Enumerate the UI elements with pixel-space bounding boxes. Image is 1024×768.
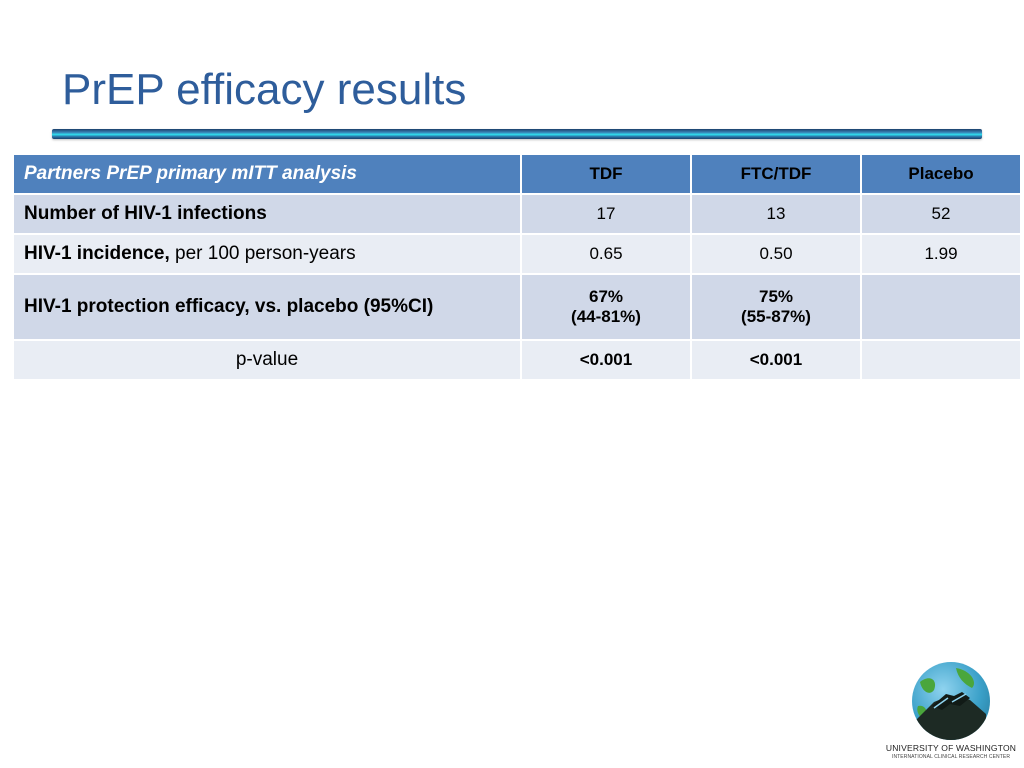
cell-tdf-efficacy: 67% (44-81%) <box>520 273 692 341</box>
row-label-pvalue: p-value <box>12 339 522 381</box>
cell-tdf-infections: 17 <box>520 193 692 235</box>
cell-tdf-incidence: 0.65 <box>520 233 692 275</box>
cell-placebo-incidence: 1.99 <box>860 233 1022 275</box>
slide-title: PrEP efficacy results <box>62 65 467 114</box>
table-row: HIV-1 incidence, per 100 person-years 0.… <box>12 233 1022 275</box>
row-label-infections: Number of HIV-1 infections <box>12 193 522 235</box>
incidence-label-bold: HIV-1 incidence, <box>24 243 170 264</box>
table-row: Number of HIV-1 infections 17 13 52 <box>12 193 1022 235</box>
title-divider <box>52 129 982 139</box>
tdf-efficacy-value: 67% <box>588 287 624 306</box>
cell-placebo-infections: 52 <box>860 193 1022 235</box>
header-placebo: Placebo <box>860 153 1022 195</box>
row-label-efficacy: HIV-1 protection efficacy, vs. placebo (… <box>12 273 522 341</box>
ftc-efficacy-ci: (55-87%) <box>741 307 811 326</box>
cell-tdf-pvalue: <0.001 <box>520 339 692 381</box>
cell-ftc-efficacy: 75% (55-87%) <box>690 273 862 341</box>
uw-icrc-logo: UNIVERSITY OF WASHINGTON INTERNATIONAL C… <box>884 662 1018 762</box>
cell-ftc-infections: 13 <box>690 193 862 235</box>
cell-placebo-pvalue <box>860 339 1022 381</box>
tdf-efficacy-ci: (44-81%) <box>571 307 641 326</box>
header-tdf: TDF <box>520 153 692 195</box>
header-analysis: Partners PrEP primary mITT analysis <box>12 153 522 195</box>
cell-placebo-efficacy <box>860 273 1022 341</box>
cell-ftc-incidence: 0.50 <box>690 233 862 275</box>
globe-handshake-icon <box>912 662 990 740</box>
table-row: p-value <0.001 <0.001 <box>12 339 1022 381</box>
cell-ftc-pvalue: <0.001 <box>690 339 862 381</box>
ftc-efficacy-value: 75% <box>758 287 794 306</box>
table-header-row: Partners PrEP primary mITT analysis TDF … <box>12 153 1022 195</box>
header-ftc-tdf: FTC/TDF <box>690 153 862 195</box>
logo-center-text: INTERNATIONAL CLINICAL RESEARCH CENTER <box>891 754 1011 760</box>
row-label-incidence: HIV-1 incidence, per 100 person-years <box>12 233 522 275</box>
table-row: HIV-1 protection efficacy, vs. placebo (… <box>12 273 1022 341</box>
logo-university-text: UNIVERSITY OF WASHINGTON <box>885 743 1017 753</box>
incidence-label-rest: per 100 person-years <box>169 243 356 264</box>
results-table: Partners PrEP primary mITT analysis TDF … <box>12 153 1022 381</box>
